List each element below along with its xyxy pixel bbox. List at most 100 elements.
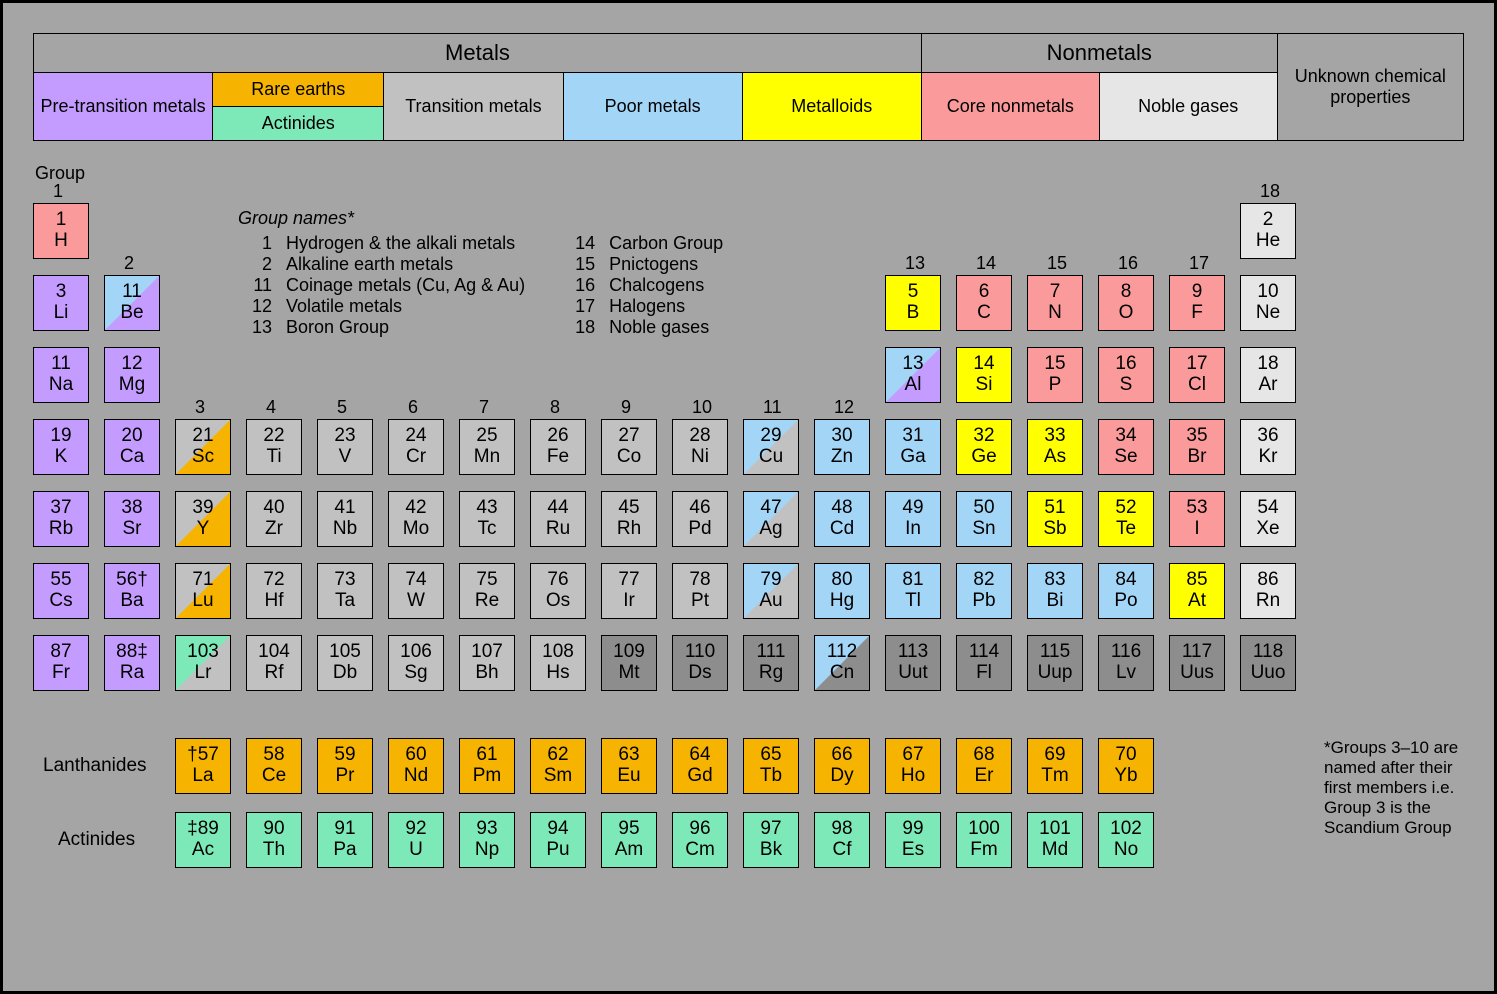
- group-number-9: 9: [621, 397, 631, 418]
- element-U: 92U: [388, 812, 444, 868]
- element-Rf: 104Rf: [246, 635, 302, 691]
- element-Uuo: 118Uuo: [1240, 635, 1296, 691]
- group-number-7: 7: [479, 397, 489, 418]
- element-Hf: 72Hf: [246, 563, 302, 619]
- element-S: 16S: [1098, 347, 1154, 403]
- element-Ga: 31Ga: [885, 419, 941, 475]
- group-number-16: 16: [1118, 253, 1138, 274]
- element-H: 1H: [33, 203, 89, 259]
- element-Sc: 21Sc: [175, 419, 231, 475]
- actinides-label: Actinides: [58, 829, 135, 851]
- element-Cl: 17Cl: [1169, 347, 1225, 403]
- element-K: 19K: [33, 419, 89, 475]
- element-Pd: 46Pd: [672, 491, 728, 547]
- element-Rh: 45Rh: [601, 491, 657, 547]
- element-Lr: 103Lr: [175, 635, 231, 691]
- element-N: 7N: [1027, 275, 1083, 331]
- element-F: 9F: [1169, 275, 1225, 331]
- group-number-10: 10: [692, 397, 712, 418]
- element-Ir: 77Ir: [601, 563, 657, 619]
- element-Ti: 22Ti: [246, 419, 302, 475]
- element-Uut: 113Uut: [885, 635, 941, 691]
- group-number-5: 5: [337, 397, 347, 418]
- element-At: 85At: [1169, 563, 1225, 619]
- groupname-item: 13Boron Group: [238, 317, 525, 338]
- element-Os: 76Os: [530, 563, 586, 619]
- group-number-11: 11: [763, 397, 782, 418]
- legend-metalloids: Metalloids: [743, 73, 921, 140]
- element-Cr: 24Cr: [388, 419, 444, 475]
- element-Rn: 86Rn: [1240, 563, 1296, 619]
- group-number-15: 15: [1047, 253, 1067, 274]
- element-Mn: 25Mn: [459, 419, 515, 475]
- element-Bk: 97Bk: [743, 812, 799, 868]
- element-Eu: 63Eu: [601, 738, 657, 794]
- groupname-item: 18Noble gases: [561, 317, 723, 338]
- element-Kr: 36Kr: [1240, 419, 1296, 475]
- groupname-item: 2Alkaline earth metals: [238, 254, 525, 275]
- element-Ba: 56†Ba: [104, 563, 160, 619]
- element-Ta: 73Ta: [317, 563, 373, 619]
- group-number-3: 3: [195, 397, 205, 418]
- element-Fm: 100Fm: [956, 812, 1012, 868]
- groupnames-title: Group names*: [238, 208, 878, 229]
- element-Cf: 98Cf: [814, 812, 870, 868]
- element-P: 15P: [1027, 347, 1083, 403]
- element-Mg: 12Mg: [104, 347, 160, 403]
- element-Y: 39Y: [175, 491, 231, 547]
- element-Sb: 51Sb: [1027, 491, 1083, 547]
- element-Dy: 66Dy: [814, 738, 870, 794]
- element-Co: 27Co: [601, 419, 657, 475]
- group-number-18: 18: [1260, 181, 1280, 202]
- group-number-4: 4: [266, 397, 276, 418]
- element-Cu: 29Cu: [743, 419, 799, 475]
- element-V: 23V: [317, 419, 373, 475]
- element-Fr: 87Fr: [33, 635, 89, 691]
- element-Xe: 54Xe: [1240, 491, 1296, 547]
- element-Ru: 44Ru: [530, 491, 586, 547]
- element-Ce: 58Ce: [246, 738, 302, 794]
- element-Fl: 114Fl: [956, 635, 1012, 691]
- element-Pa: 91Pa: [317, 812, 373, 868]
- legend-pretransition: Pre-transition metals: [34, 73, 213, 140]
- element-Db: 105Db: [317, 635, 373, 691]
- groupname-item: 17Halogens: [561, 296, 723, 317]
- element-Pt: 78Pt: [672, 563, 728, 619]
- element-Pm: 61Pm: [459, 738, 515, 794]
- element-Cd: 48Cd: [814, 491, 870, 547]
- lanthanides-label: Lanthanides: [43, 755, 147, 777]
- element-Ca: 20Ca: [104, 419, 160, 475]
- element-Ne: 10Ne: [1240, 275, 1296, 331]
- groupname-item: 11Coinage metals (Cu, Ag & Au): [238, 275, 525, 296]
- element-Tl: 81Tl: [885, 563, 941, 619]
- legend-core-nonmetals: Core nonmetals: [922, 73, 1100, 140]
- element-I: 53I: [1169, 491, 1225, 547]
- element-O: 8O: [1098, 275, 1154, 331]
- element-Nd: 60Nd: [388, 738, 444, 794]
- element-Zr: 40Zr: [246, 491, 302, 547]
- element-Pu: 94Pu: [530, 812, 586, 868]
- element-Th: 90Th: [246, 812, 302, 868]
- element-Si: 14Si: [956, 347, 1012, 403]
- element-Pb: 82Pb: [956, 563, 1012, 619]
- groupnames-box: Group names* 1Hydrogen & the alkali meta…: [238, 208, 878, 338]
- element-Er: 68Er: [956, 738, 1012, 794]
- legend-metals-header: Metals: [34, 34, 921, 73]
- element-Ac: ‡89Ac: [175, 812, 231, 868]
- group-number-12: 12: [834, 397, 854, 418]
- element-Ag: 47Ag: [743, 491, 799, 547]
- element-Bh: 107Bh: [459, 635, 515, 691]
- group-number-1: 1: [53, 181, 63, 202]
- element-Md: 101Md: [1027, 812, 1083, 868]
- element-Rg: 111Rg: [743, 635, 799, 691]
- footnote: *Groups 3–10 are named after their first…: [1324, 738, 1464, 838]
- element-Se: 34Se: [1098, 419, 1154, 475]
- legend: Metals Pre-transition metals Rare earths…: [33, 33, 1464, 141]
- element-Fe: 26Fe: [530, 419, 586, 475]
- element-Te: 52Te: [1098, 491, 1154, 547]
- element-He: 2He: [1240, 203, 1296, 259]
- element-No: 102No: [1098, 812, 1154, 868]
- groupname-item: 14Carbon Group: [561, 233, 723, 254]
- element-Zn: 30Zn: [814, 419, 870, 475]
- group-number-13: 13: [905, 253, 925, 274]
